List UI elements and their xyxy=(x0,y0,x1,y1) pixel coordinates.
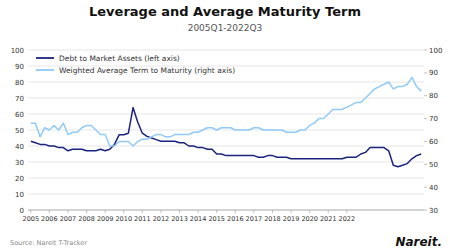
y-tick-label: 60 xyxy=(15,111,24,119)
x-tick-label: 2007 xyxy=(60,215,77,223)
x-tick xyxy=(160,210,161,213)
x-tick-label: 2006 xyxy=(41,215,58,223)
y2-tick-label: 100 xyxy=(429,47,442,55)
y2-tick xyxy=(424,187,427,188)
x-tick xyxy=(30,210,31,213)
grid-line xyxy=(28,146,424,147)
watermark: Nareit. xyxy=(395,235,442,249)
y-tick-label: 30 xyxy=(15,159,24,167)
y-tick-label: 20 xyxy=(15,175,24,183)
grid-line xyxy=(28,114,424,115)
x-tick xyxy=(86,210,87,213)
title: Leverage and Average Maturity Term xyxy=(89,4,361,19)
grid-line xyxy=(28,50,424,51)
grid-line xyxy=(28,130,424,131)
y2-tick xyxy=(424,118,427,119)
x-tick xyxy=(67,210,68,213)
x-tick-label: 2012 xyxy=(153,215,170,223)
x-tick-label: 2016 xyxy=(227,215,244,223)
x-tick-label: 2005 xyxy=(23,215,40,223)
x-tick-label: 2015 xyxy=(208,215,225,223)
x-tick-label: 2022 xyxy=(339,215,356,223)
y2-tick-label: 40 xyxy=(429,184,438,192)
y2-tick-label: 60 xyxy=(429,138,438,146)
grid-line xyxy=(28,82,424,83)
x-tick xyxy=(142,210,143,213)
y-tick-label: 90 xyxy=(15,63,24,71)
x-tick xyxy=(328,210,329,213)
chart: Leverage and Average Maturity Term 2005Q1… xyxy=(0,0,450,250)
y2-tick-label: 80 xyxy=(429,92,438,100)
x-tick xyxy=(346,210,347,213)
legend-swatch xyxy=(36,69,54,71)
x-tick xyxy=(179,210,180,213)
grid-line xyxy=(28,178,424,179)
x-tick-label: 2009 xyxy=(97,215,114,223)
x-tick xyxy=(123,210,124,213)
y-tick-label: 80 xyxy=(15,79,24,87)
y-tick-label: 10 xyxy=(15,191,24,199)
x-tick-label: 2021 xyxy=(320,215,337,223)
y2-tick xyxy=(424,210,427,211)
y2-tick xyxy=(424,50,427,51)
plot-area xyxy=(31,77,421,166)
y-tick-label: 0 xyxy=(20,207,24,215)
x-tick xyxy=(49,210,50,213)
legend-entry: Debt to Market Assets (left axis) xyxy=(59,54,180,63)
grid xyxy=(28,50,424,210)
x-tick-label: 2013 xyxy=(171,215,188,223)
x-tick-label: 2020 xyxy=(301,215,318,223)
x-tick xyxy=(105,210,106,213)
y-tick-label: 40 xyxy=(15,143,24,151)
y2-tick xyxy=(424,164,427,165)
x-tick xyxy=(253,210,254,213)
legend-swatch xyxy=(36,57,54,59)
x-tick-label: 2011 xyxy=(134,215,151,223)
series-line xyxy=(31,77,421,146)
grid-line xyxy=(28,210,424,211)
source: Source: Nareit T-Tracker xyxy=(10,239,87,247)
x-tick-label: 2010 xyxy=(115,215,132,223)
series-line xyxy=(31,108,421,167)
x-tick-label: 2014 xyxy=(190,215,207,223)
y-tick-label: 100 xyxy=(11,47,24,55)
x-tick xyxy=(291,210,292,213)
y2-tick-label: 70 xyxy=(429,115,438,123)
y2-tick xyxy=(424,72,427,73)
y2-tick-label: 90 xyxy=(429,69,438,77)
subtitle: 2005Q1-2022Q3 xyxy=(188,23,263,33)
y2-tick xyxy=(424,95,427,96)
x-tick xyxy=(216,210,217,213)
grid-line xyxy=(28,162,424,163)
y2-tick xyxy=(424,141,427,142)
x-tick-label: 2017 xyxy=(246,215,263,223)
x-axis-line xyxy=(28,210,424,211)
x-tick xyxy=(235,210,236,213)
x-tick-label: 2018 xyxy=(264,215,281,223)
x-tick xyxy=(309,210,310,213)
x-tick xyxy=(198,210,199,213)
y-tick-label: 50 xyxy=(15,127,24,135)
legend-entry: Weighted Average Term to Maturity (right… xyxy=(59,66,235,75)
grid-line xyxy=(28,194,424,195)
x-tick-label: 2019 xyxy=(283,215,300,223)
x-tick xyxy=(272,210,273,213)
y2-tick-label: 30 xyxy=(429,207,438,215)
y2-tick-label: 50 xyxy=(429,161,438,169)
x-tick-label: 2008 xyxy=(78,215,95,223)
legend: Debt to Market Assets (left axis) Weighte… xyxy=(36,54,235,75)
y-tick-label: 70 xyxy=(15,95,24,103)
